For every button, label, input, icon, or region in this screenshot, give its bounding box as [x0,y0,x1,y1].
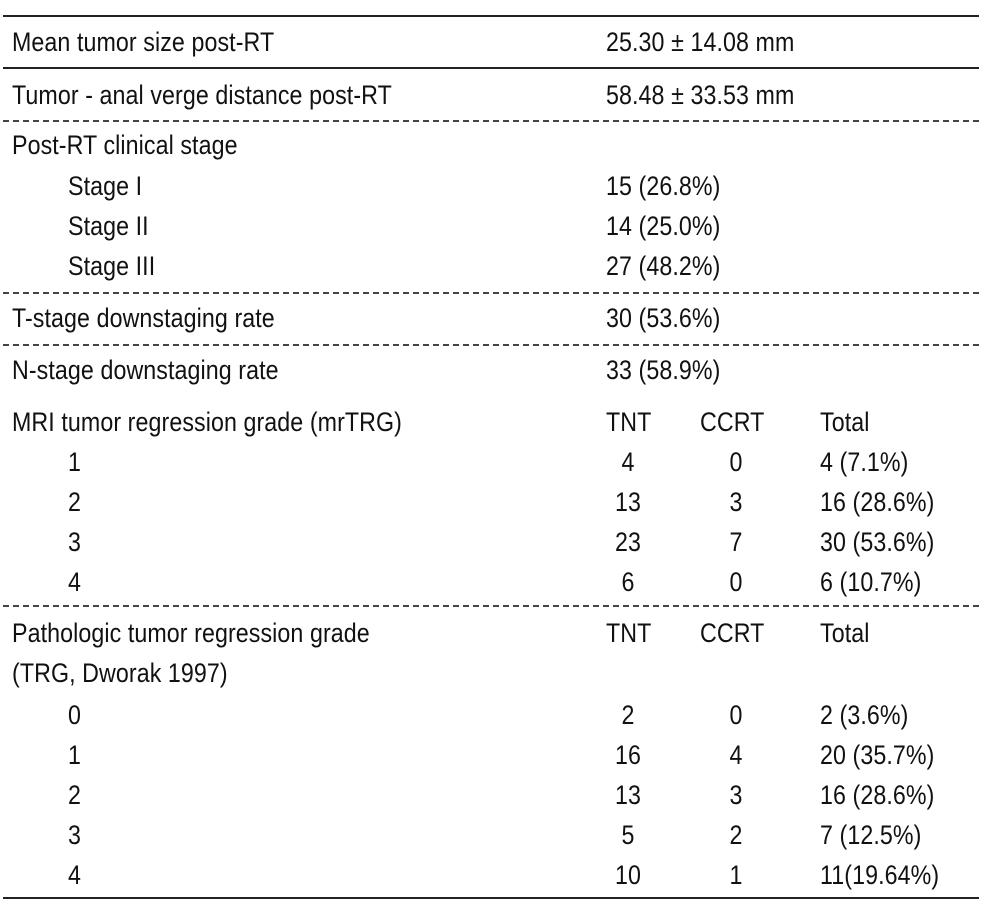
tnt-cell: 2 [621,700,635,730]
row-divider [3,67,979,69]
column-header-total: Total [820,407,870,437]
stage-value: 14 (25.0%) [606,211,721,241]
row-label: N-stage downstaging rate [12,355,279,385]
grade-cell: 0 [68,700,82,730]
stage-label: Stage III [68,251,156,281]
total-cell: 16 (28.6%) [820,780,935,810]
stage-value: 27 (48.2%) [606,251,721,281]
column-header-tnt: TNT [606,618,652,648]
section-label: Post-RT clinical stage [12,130,238,160]
table-top-rule [3,15,979,17]
tnt-cell: 16 [614,740,641,770]
section-label: Pathologic tumor regression grade [12,618,370,648]
total-cell: 2 (3.6%) [820,700,909,730]
tnt-cell: 13 [614,487,641,517]
ccrt-cell: 0 [729,447,743,477]
section-label-continued: (TRG, Dworak 1997) [12,658,228,688]
ccrt-cell: 1 [729,860,743,890]
tnt-cell: 13 [614,780,641,810]
grade-cell: 2 [68,780,82,810]
total-cell: 20 (35.7%) [820,740,935,770]
tnt-cell: 5 [621,820,635,850]
table-bottom-rule [3,897,979,899]
column-header-ccrt: CCRT [700,407,765,437]
tnt-cell: 23 [614,527,641,557]
column-header-ccrt: CCRT [700,618,765,648]
ccrt-cell: 3 [729,780,743,810]
section-label: MRI tumor regression grade (mrTRG) [12,407,403,437]
grade-cell: 3 [68,527,82,557]
row-label: Tumor - anal verge distance post-RT [12,80,392,110]
column-header-total: Total [820,618,870,648]
ccrt-cell: 2 [729,820,743,850]
column-header-tnt: TNT [606,407,652,437]
row-value: 33 (58.9%) [606,355,721,385]
ccrt-cell: 4 [729,740,743,770]
tnt-cell: 6 [621,567,635,597]
stage-label: Stage I [68,171,143,201]
ccrt-cell: 7 [729,527,743,557]
grade-cell: 1 [68,740,82,770]
ccrt-cell: 0 [729,567,743,597]
tnt-cell: 4 [621,447,635,477]
stage-label: Stage II [68,211,149,241]
total-cell: 7 (12.5%) [820,820,922,850]
tnt-cell: 10 [614,860,641,890]
total-cell: 11(19.64%) [820,860,940,890]
row-value: 30 (53.6%) [606,303,721,333]
row-divider [3,344,979,346]
row-divider [3,292,979,294]
total-cell: 6 (10.7%) [820,567,922,597]
row-value: 58.48 ± 33.53 mm [606,80,795,110]
total-cell: 30 (53.6%) [820,527,935,557]
row-divider [3,605,979,607]
grade-cell: 3 [68,820,82,850]
total-cell: 16 (28.6%) [820,487,935,517]
stage-value: 15 (26.8%) [606,171,721,201]
row-label: Mean tumor size post-RT [12,27,275,57]
grade-cell: 4 [68,567,82,597]
row-label: T-stage downstaging rate [12,303,275,333]
row-divider [3,120,979,122]
grade-cell: 4 [68,860,82,890]
total-cell: 4 (7.1%) [820,447,909,477]
grade-cell: 1 [68,447,82,477]
ccrt-cell: 3 [729,487,743,517]
grade-cell: 2 [68,487,82,517]
ccrt-cell: 0 [729,700,743,730]
row-value: 25.30 ± 14.08 mm [606,27,795,57]
